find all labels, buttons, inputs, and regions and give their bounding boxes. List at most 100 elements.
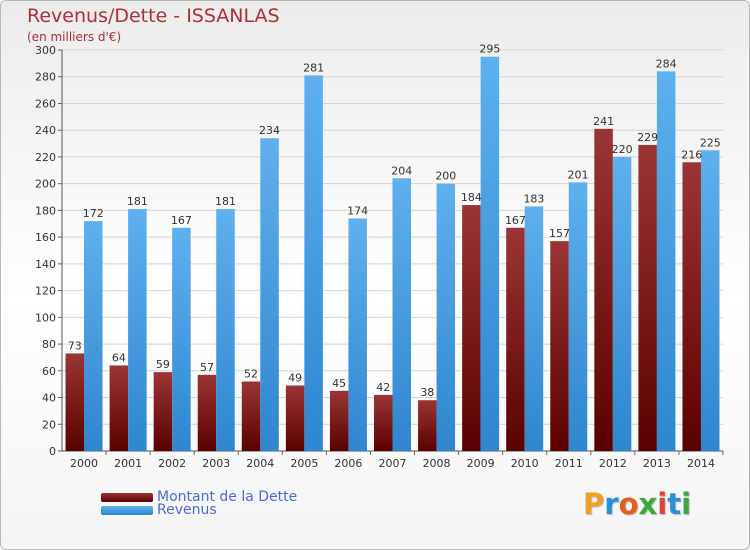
- data-label-dette: 57: [200, 361, 214, 374]
- bar-revenus: [84, 221, 103, 451]
- bar-dette: [285, 385, 305, 451]
- x-tick-label: 2011: [555, 457, 583, 470]
- bar-revenus: [172, 227, 191, 451]
- x-tick-label: 2009: [467, 457, 495, 470]
- data-label-dette: 64: [112, 351, 126, 364]
- y-tick-label: 80: [42, 338, 56, 351]
- bars: [65, 56, 720, 452]
- bar-dette: [638, 144, 657, 452]
- x-tick-label: 2002: [158, 457, 186, 470]
- legend-swatch-dette: [101, 492, 153, 502]
- data-label-revenus: 281: [303, 61, 324, 74]
- bar-dette: [418, 400, 437, 451]
- data-labels: 73 172 64 181 59 167 57 181 52 234 49 281 45 174 42 204…: [68, 43, 721, 400]
- bar-revenus: [304, 75, 323, 451]
- x-tick-label: 2012: [599, 457, 627, 470]
- data-label-dette: 42: [376, 381, 390, 394]
- x-tick-label: 2008: [423, 457, 451, 470]
- y-tick-label: 220: [35, 151, 56, 164]
- y-tick-label: 60: [42, 365, 56, 378]
- y-tick-label: 280: [35, 71, 56, 84]
- logo-letter: o: [618, 487, 639, 521]
- logo-letter: P: [583, 487, 605, 521]
- bar-revenus: [700, 150, 720, 451]
- data-label-revenus: 181: [215, 195, 236, 208]
- x-tick-label: 2005: [290, 457, 318, 470]
- data-label-revenus: 174: [347, 204, 368, 217]
- data-label-revenus: 172: [83, 207, 104, 220]
- data-label-dette: 73: [68, 339, 82, 352]
- bar-revenus: [216, 209, 235, 451]
- data-label-dette: 167: [505, 214, 526, 227]
- y-tick-label: 260: [35, 97, 56, 110]
- data-label-dette: 38: [420, 386, 434, 399]
- x-tick-label: 2000: [70, 457, 98, 470]
- data-label-dette: 45: [332, 377, 346, 390]
- data-label-dette: 49: [288, 372, 302, 385]
- data-label-revenus: 167: [171, 214, 192, 227]
- y-tick-label: 200: [35, 178, 56, 191]
- data-label-dette: 184: [461, 191, 482, 204]
- bar-revenus: [524, 206, 544, 451]
- bar-revenus: [392, 178, 411, 451]
- data-label-dette: 229: [637, 131, 658, 144]
- x-tick-label: 2013: [643, 457, 671, 470]
- y-tick-label: 0: [49, 445, 56, 458]
- logo-letter: x: [638, 487, 658, 521]
- x-tick-label: 2010: [511, 457, 539, 470]
- bar-revenus: [612, 156, 632, 451]
- bar-dette: [550, 241, 569, 451]
- x-tick-label: 2001: [114, 457, 142, 470]
- data-label-dette: 59: [156, 358, 170, 371]
- axes: 0 20 40 60 80 100 120 140 160 180 200 220 240 260 280 3…: [35, 44, 724, 470]
- bar-revenus: [348, 218, 367, 451]
- data-label-revenus: 284: [656, 57, 677, 70]
- bar-dette: [374, 394, 393, 451]
- chart-subtitle: (en milliers d'€): [27, 30, 122, 44]
- data-label-revenus: 220: [612, 143, 633, 156]
- bar-dette: [241, 381, 261, 451]
- bar-revenus: [568, 182, 588, 451]
- data-label-revenus: 295: [479, 43, 500, 56]
- data-label-revenus: 204: [391, 164, 412, 177]
- data-label-revenus: 225: [700, 136, 721, 149]
- proxiti-logo: Proxiti: [583, 487, 691, 521]
- y-tick-label: 300: [35, 44, 56, 57]
- bar-dette: [329, 390, 349, 451]
- bar-dette: [65, 353, 85, 451]
- bar-dette: [594, 128, 613, 451]
- data-label-dette: 157: [549, 227, 570, 240]
- y-tick-label: 40: [42, 392, 56, 405]
- bar-dette: [682, 162, 701, 451]
- legend-item-dette: Montant de la Dette: [101, 489, 297, 505]
- bar-revenus: [656, 71, 676, 452]
- legend-swatch-revenus: [101, 505, 153, 515]
- x-tick-label: 2007: [379, 457, 407, 470]
- y-tick-label: 160: [35, 231, 56, 244]
- bar-dette: [153, 372, 173, 451]
- bar-revenus: [480, 56, 500, 451]
- data-label-revenus: 201: [568, 168, 589, 181]
- y-tick-label: 20: [42, 418, 56, 431]
- data-label-revenus: 200: [435, 170, 456, 183]
- bar-revenus: [436, 183, 456, 451]
- bar-revenus: [128, 209, 147, 451]
- x-tick-label: 2004: [246, 457, 274, 470]
- bar-dette: [197, 374, 217, 451]
- y-tick-label: 100: [35, 311, 56, 324]
- y-tick-label: 180: [35, 204, 56, 217]
- logo-letter: r: [604, 487, 619, 521]
- y-tick-label: 120: [35, 285, 56, 298]
- data-label-dette: 216: [681, 148, 702, 161]
- data-label-revenus: 234: [259, 124, 280, 137]
- y-tick-label: 240: [35, 124, 56, 137]
- data-label-dette: 52: [244, 367, 258, 380]
- chart-title: Revenus/Dette - ISSANLAS: [27, 5, 280, 27]
- bar-dette: [462, 205, 481, 451]
- bar-dette: [506, 227, 525, 451]
- data-label-dette: 241: [593, 115, 614, 128]
- logo-letter: i: [657, 487, 668, 521]
- bar-dette: [109, 365, 129, 451]
